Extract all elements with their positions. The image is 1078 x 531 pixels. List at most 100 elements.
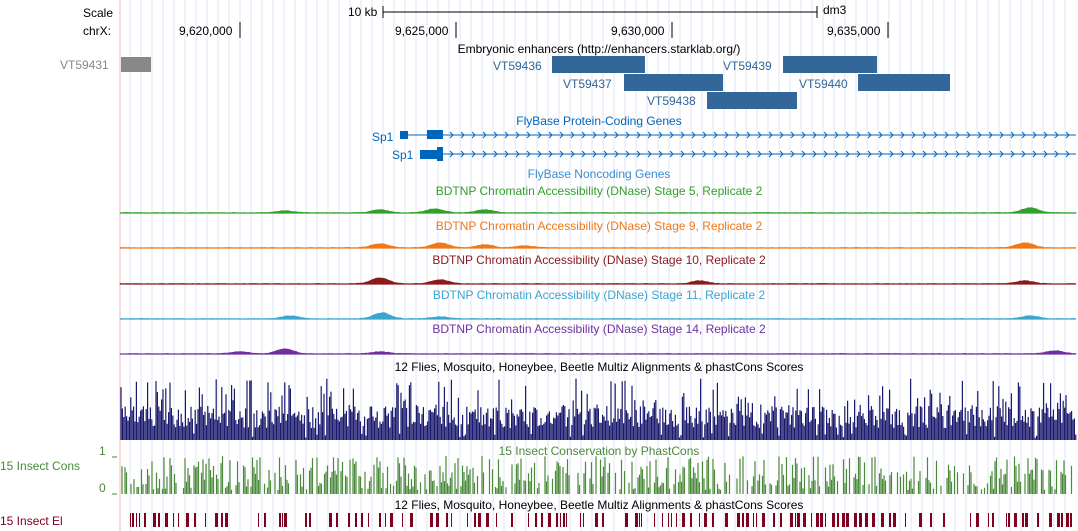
conserved-element <box>773 513 775 527</box>
dnase-stage11-title[interactable]: BDTNP Chromatin Accessibility (DNase) St… <box>432 288 766 302</box>
conserved-element <box>165 513 168 527</box>
elements-left-label[interactable]: 15 Insect El <box>0 514 63 528</box>
enhancer-label-vt59437[interactable]: VT59437 <box>563 77 612 91</box>
conserved-element <box>930 513 932 527</box>
conserved-element <box>976 513 979 527</box>
strand-arrow <box>526 131 531 139</box>
strand-arrow <box>779 150 784 158</box>
conserved-element <box>511 513 513 527</box>
strand-arrow <box>592 131 597 139</box>
strand-arrow <box>977 131 982 139</box>
strand-arrow <box>482 131 487 139</box>
conserved-element <box>548 513 551 527</box>
conserved-element <box>816 513 819 527</box>
strand-arrow <box>911 150 916 158</box>
strand-arrow <box>834 131 839 139</box>
conserved-element <box>762 513 765 527</box>
strand-arrow <box>878 131 883 139</box>
phastcons-left-label[interactable]: 15 Insect Cons <box>0 459 81 473</box>
conserved-element <box>474 513 476 527</box>
conserved-element <box>795 513 796 527</box>
conserved-element <box>385 513 386 527</box>
conserved-element <box>641 513 642 527</box>
conserved-element <box>215 513 218 527</box>
strand-arrow <box>933 150 938 158</box>
strand-arrow <box>768 131 773 139</box>
conserved-element <box>662 513 663 527</box>
enhancers-track-title[interactable]: Embryonic enhancers (http://enhancers.st… <box>457 42 741 56</box>
conserved-element <box>602 513 604 527</box>
strand-arrow <box>581 131 586 139</box>
strand-arrow <box>944 150 949 158</box>
strand-arrow <box>977 150 982 158</box>
enhancer-vt59438[interactable] <box>707 92 797 109</box>
conserved-element <box>704 513 707 527</box>
strand-arrow <box>1054 150 1059 158</box>
strand-arrow <box>999 131 1004 139</box>
conserved-element <box>336 513 338 527</box>
offscreen-item-label[interactable]: VT59431 <box>60 58 109 72</box>
strand-arrow <box>471 131 476 139</box>
conserved-element <box>872 513 875 527</box>
strand-arrow <box>702 131 707 139</box>
conserved-element <box>583 513 584 527</box>
strand-arrow <box>856 150 861 158</box>
conserved-element <box>178 513 179 527</box>
conserved-element <box>803 513 806 527</box>
phastcons-track-title[interactable]: 15 Insect Conservation by PhastCons <box>498 444 700 458</box>
strand-arrow <box>1065 150 1070 158</box>
conserved-element <box>258 513 259 527</box>
enhancer-vt59437[interactable] <box>624 74 723 91</box>
offscreen-item-box[interactable] <box>121 57 151 72</box>
dnase-stage10-title[interactable]: BDTNP Chromatin Accessibility (DNase) St… <box>432 253 766 267</box>
conserved-element <box>136 513 137 527</box>
conserved-element <box>1070 513 1072 527</box>
conserved-element <box>132 513 134 527</box>
conserved-element <box>528 513 529 527</box>
enhancer-label-vt59438[interactable]: VT59438 <box>647 94 696 108</box>
strand-arrow <box>724 131 729 139</box>
strand-arrow <box>548 131 553 139</box>
strand-arrow <box>570 131 575 139</box>
strand-arrow <box>647 150 652 158</box>
dnase-stage5-title[interactable]: BDTNP Chromatin Accessibility (DNase) St… <box>435 184 763 198</box>
protein-coding-track-title[interactable]: FlyBase Protein-Coding Genes <box>516 114 682 128</box>
noncoding-track-title[interactable]: FlyBase Noncoding Genes <box>527 167 671 181</box>
strand-arrow <box>680 150 685 158</box>
enhancer-vt59440[interactable] <box>858 74 950 91</box>
multiz-track-title[interactable]: 12 Flies, Mosquito, Honeybee, Beetle Mul… <box>394 360 804 374</box>
enhancer-vt59439[interactable] <box>783 56 877 73</box>
conserved-element <box>854 513 857 527</box>
strand-arrow <box>504 150 509 158</box>
enhancer-label-vt59439[interactable]: VT59439 <box>723 59 772 73</box>
strand-arrow <box>548 150 553 158</box>
conserved-element <box>566 513 567 527</box>
strand-arrow <box>482 150 487 158</box>
strand-arrow <box>735 150 740 158</box>
strand-arrow <box>504 131 509 139</box>
enhancer-label-vt59440[interactable]: VT59440 <box>799 77 848 91</box>
elements-track-title[interactable]: 12 Flies, Mosquito, Honeybee, Beetle Mul… <box>394 498 804 512</box>
conserved-element <box>893 513 896 527</box>
gene-label-sp1-a[interactable]: Sp1 <box>372 130 394 144</box>
gene-label-sp1-b[interactable]: Sp1 <box>392 148 414 162</box>
strand-arrow <box>658 150 663 158</box>
conserved-element <box>699 513 700 527</box>
dnase-stage9-title[interactable]: BDTNP Chromatin Accessibility (DNase) St… <box>435 219 763 233</box>
conserved-element <box>905 513 906 527</box>
strand-arrow <box>779 131 784 139</box>
strand-arrow <box>603 150 608 158</box>
conserved-element <box>797 513 800 527</box>
enhancer-label-vt59436[interactable]: VT59436 <box>493 59 542 73</box>
enhancer-vt59436[interactable] <box>552 56 645 73</box>
strand-arrow <box>1032 150 1037 158</box>
conserved-element <box>158 513 160 527</box>
strand-arrow <box>449 150 454 158</box>
dnase-stage14-title[interactable]: BDTNP Chromatin Accessibility (DNase) St… <box>432 322 766 336</box>
strand-arrow <box>812 131 817 139</box>
strand-arrow <box>1043 131 1048 139</box>
conserved-element <box>676 513 677 527</box>
conserved-element <box>410 513 413 527</box>
